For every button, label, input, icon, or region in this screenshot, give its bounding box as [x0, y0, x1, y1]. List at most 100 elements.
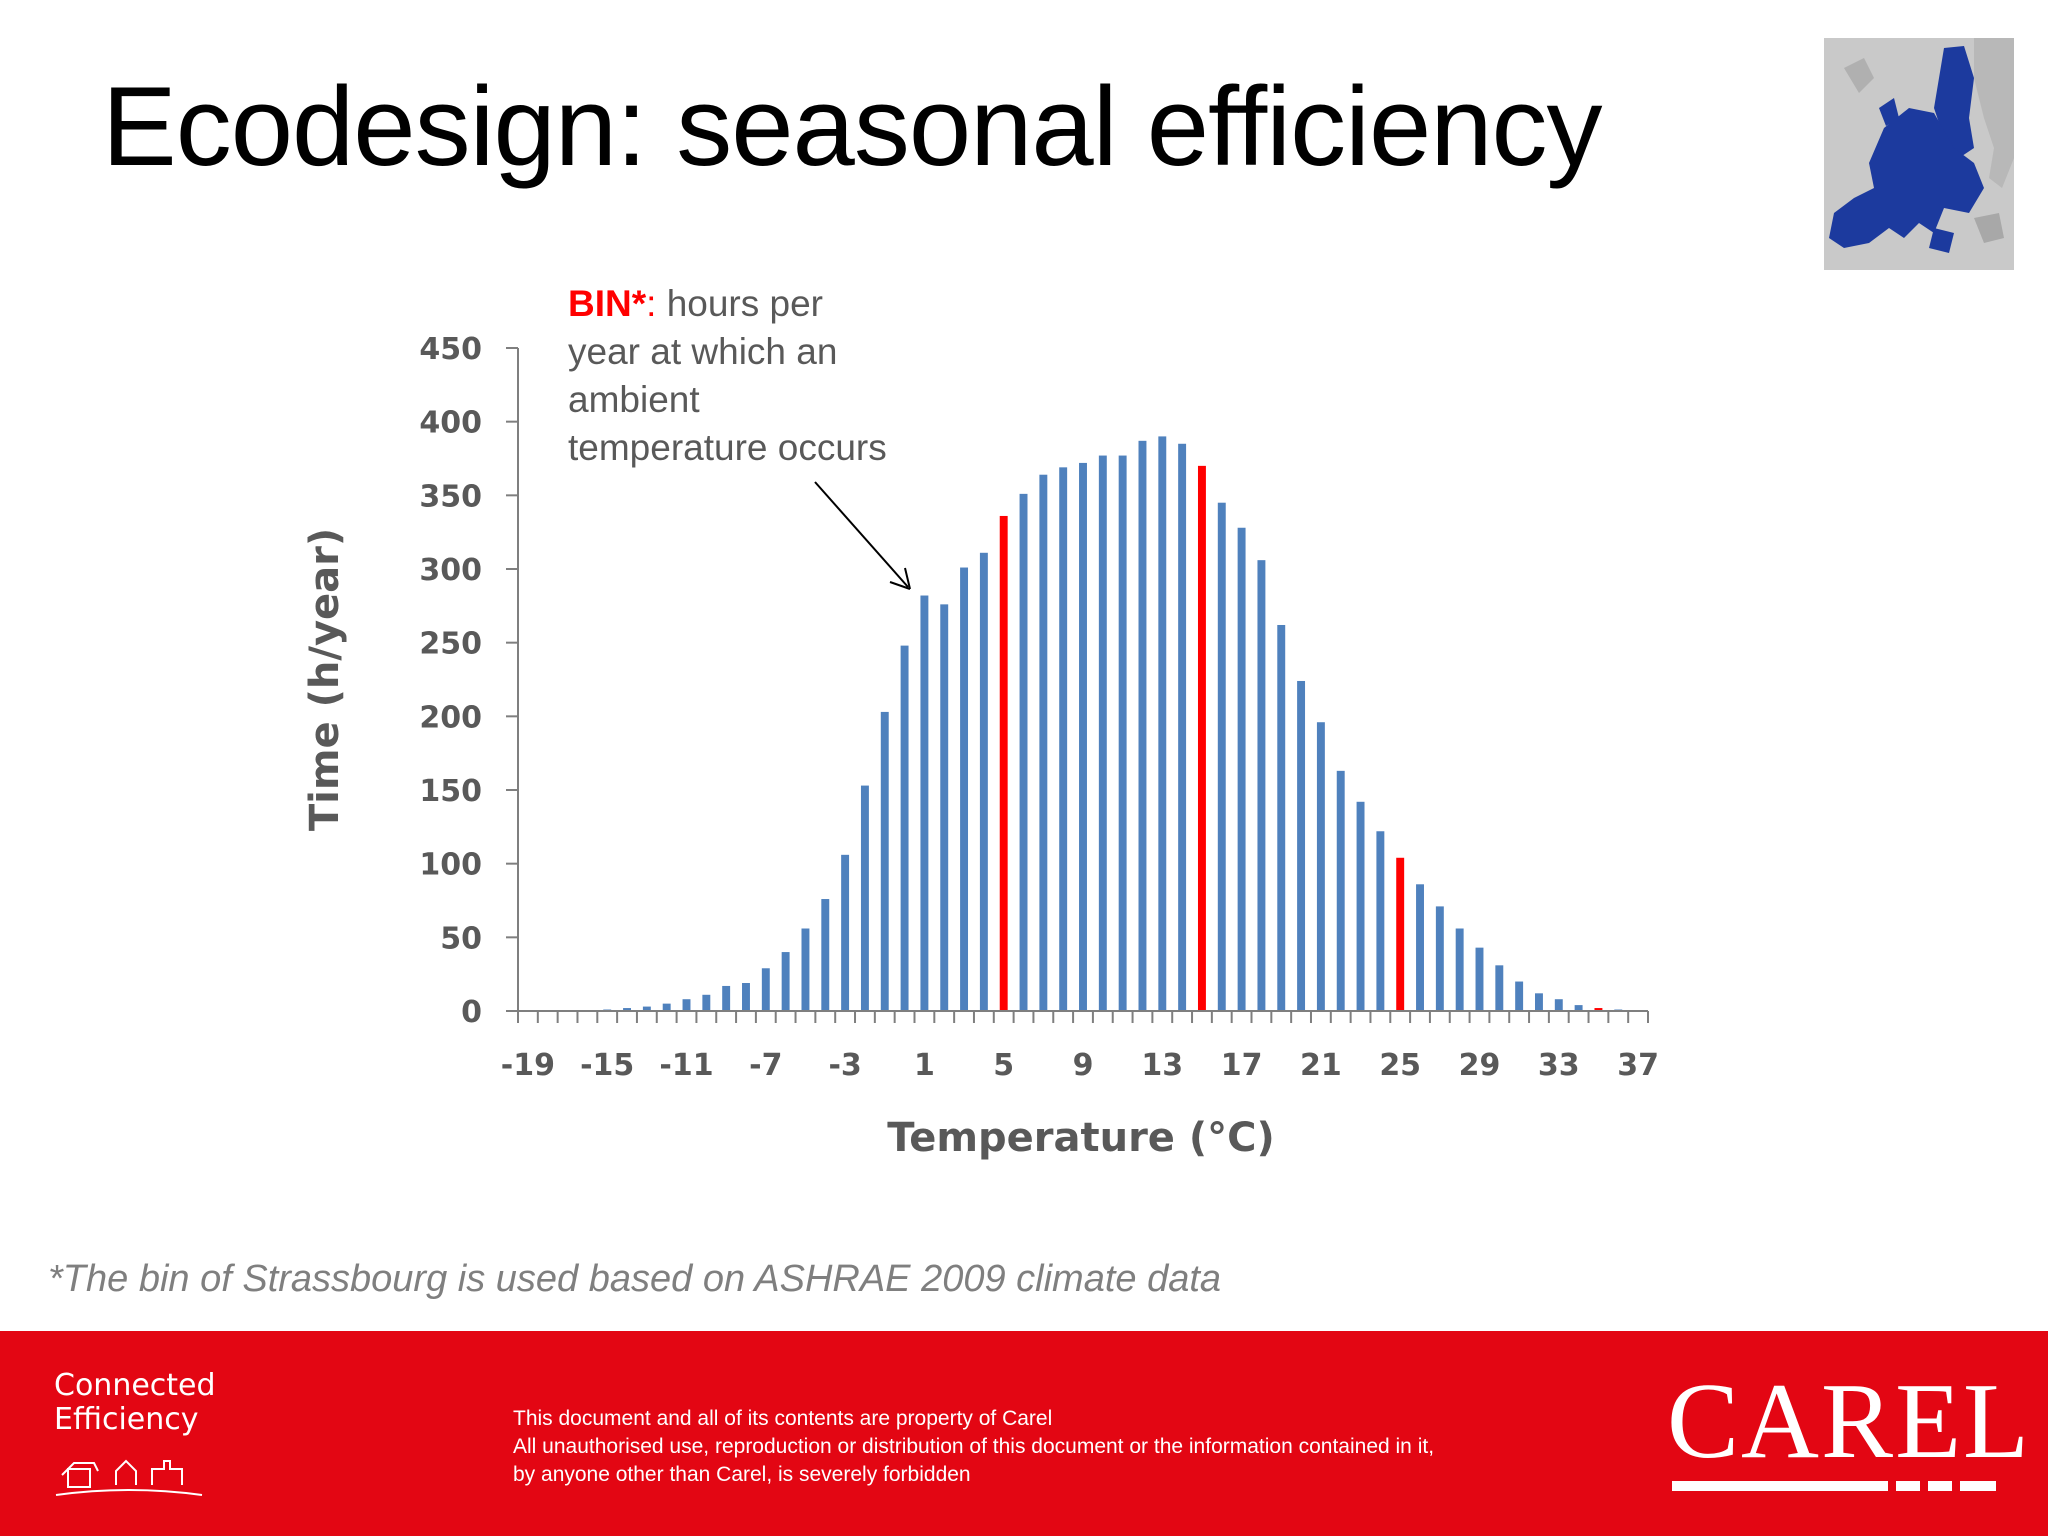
bar-14: [1178, 443, 1187, 1011]
bar--11: [682, 999, 691, 1011]
bar-25: [1396, 857, 1405, 1011]
bar-20: [1297, 680, 1306, 1011]
x-tick-label: 29: [1459, 1048, 1501, 1083]
carel-logo-underline: [1672, 1481, 1996, 1491]
x-tick-label: 37: [1617, 1048, 1659, 1083]
bin-annotation: BIN*: hours per year at which an ambient…: [568, 283, 887, 468]
annotation-line-4: temperature occurs: [568, 427, 887, 468]
x-ticks-group: -19 -15 -11 -7 -3 1 5 9 13 17 21 25 29 33 37: [501, 1011, 1659, 1083]
disclaimer-line-1: This document and all of its contents ar…: [513, 1407, 1053, 1430]
bar--8: [742, 983, 750, 1011]
x-tick-label: 9: [1073, 1048, 1094, 1083]
y-tick-label: 400: [419, 406, 482, 441]
footer-bar: Connected Efficiency This document and a…: [0, 1331, 2048, 1536]
bar-4: [979, 552, 988, 1011]
bar-8: [1059, 467, 1068, 1012]
europe-map-icon: [1824, 38, 2014, 270]
tagline-line-2: Efficiency: [54, 1402, 199, 1437]
bar-1: [920, 595, 929, 1011]
annotation-line-1: hours per: [667, 283, 823, 324]
disclaimer-line-3: by anyone other than Carel, is severely …: [513, 1463, 971, 1486]
bar--6: [781, 952, 790, 1011]
bar--14: [623, 1008, 631, 1011]
x-tick-label: -15: [580, 1048, 634, 1083]
x-axis-title: Temperature (°C): [887, 1115, 1275, 1161]
x-tick-label: 1: [914, 1048, 935, 1083]
bar-10: [1098, 455, 1107, 1011]
bar-29: [1475, 947, 1484, 1011]
bar-28: [1455, 928, 1464, 1011]
carel-logo: CAREL: [1667, 1362, 2032, 1481]
bar-15: [1197, 465, 1206, 1011]
footnote: *The bin of Strassbourg is used based on…: [48, 1258, 1222, 1300]
bar--3: [841, 854, 850, 1011]
bar--4: [821, 899, 830, 1011]
bar-17: [1237, 527, 1246, 1011]
bar-27: [1435, 906, 1444, 1011]
bar-31: [1515, 981, 1524, 1011]
y-ticks-group: 0 50 100 150 200 250 300 350 400 450: [419, 332, 518, 1030]
annotation-line-2: year at which an: [568, 331, 837, 372]
bar-35: [1594, 1008, 1603, 1011]
x-tick-label: 25: [1379, 1048, 1421, 1083]
x-tick-label: 5: [993, 1048, 1014, 1083]
x-tick-label: 17: [1221, 1048, 1263, 1083]
bar-34: [1574, 1005, 1583, 1011]
y-tick-label: 200: [419, 700, 482, 735]
y-tick-label: 300: [419, 553, 482, 588]
annotation-arrow: [814, 481, 911, 590]
y-tick-label: 250: [419, 627, 482, 662]
bar-22: [1336, 770, 1345, 1011]
y-tick-label: 350: [419, 479, 482, 514]
y-axis-title: Time (h/year): [302, 528, 348, 831]
bar--12: [662, 1003, 671, 1011]
x-tick-label: 13: [1141, 1048, 1183, 1083]
bar-19: [1277, 624, 1286, 1011]
x-tick-label: 33: [1538, 1048, 1580, 1083]
bar-9: [1079, 462, 1087, 1011]
bar-33: [1554, 999, 1563, 1011]
bar-13: [1158, 436, 1167, 1011]
y-tick-label: 150: [419, 774, 482, 809]
bar-3: [960, 567, 969, 1011]
bar--1: [880, 711, 889, 1011]
bin-label: BIN*: [568, 283, 647, 324]
x-tick-label: 21: [1300, 1048, 1342, 1083]
y-tick-label: 50: [440, 921, 482, 956]
bar--2: [860, 785, 869, 1011]
bar-23: [1356, 801, 1365, 1011]
disclaimer-line-2: All unauthorised use, reproduction or di…: [513, 1435, 1435, 1458]
bar--10: [702, 994, 711, 1011]
bar-30: [1495, 965, 1504, 1011]
bar-12: [1138, 440, 1147, 1011]
x-tick-label: -7: [749, 1048, 782, 1083]
bar-5: [999, 515, 1008, 1011]
bar--9: [722, 985, 731, 1011]
bar-2: [940, 604, 949, 1011]
x-tick-label: -3: [828, 1048, 861, 1083]
bar-0: [900, 645, 909, 1011]
tagline: Connected Efficiency: [54, 1369, 216, 1437]
annotation-line-3: ambient: [568, 379, 700, 420]
bars-group: [603, 436, 1623, 1012]
tagline-line-1: Connected: [54, 1368, 216, 1403]
bar-18: [1257, 560, 1266, 1011]
bar-26: [1416, 884, 1424, 1011]
bar-24: [1376, 831, 1385, 1011]
bar-6: [1019, 493, 1028, 1011]
slide-title: Ecodesign: seasonal efficiency: [102, 64, 1603, 189]
eu-map-image: [1824, 38, 2014, 270]
bar-7: [1039, 474, 1048, 1011]
y-tick-label: 0: [461, 995, 482, 1030]
bar-21: [1316, 722, 1325, 1011]
y-tick-label: 450: [419, 332, 482, 367]
bar-11: [1118, 455, 1127, 1011]
bar--7: [761, 968, 770, 1011]
bar--13: [642, 1006, 651, 1011]
buildings-icon: [55, 1459, 203, 1496]
disclaimer: This document and all of its contents ar…: [513, 1405, 1434, 1489]
x-tick-label: -19: [501, 1048, 555, 1083]
bin-colon: :: [646, 283, 656, 324]
bar-32: [1535, 993, 1543, 1011]
y-tick-label: 100: [419, 848, 482, 883]
